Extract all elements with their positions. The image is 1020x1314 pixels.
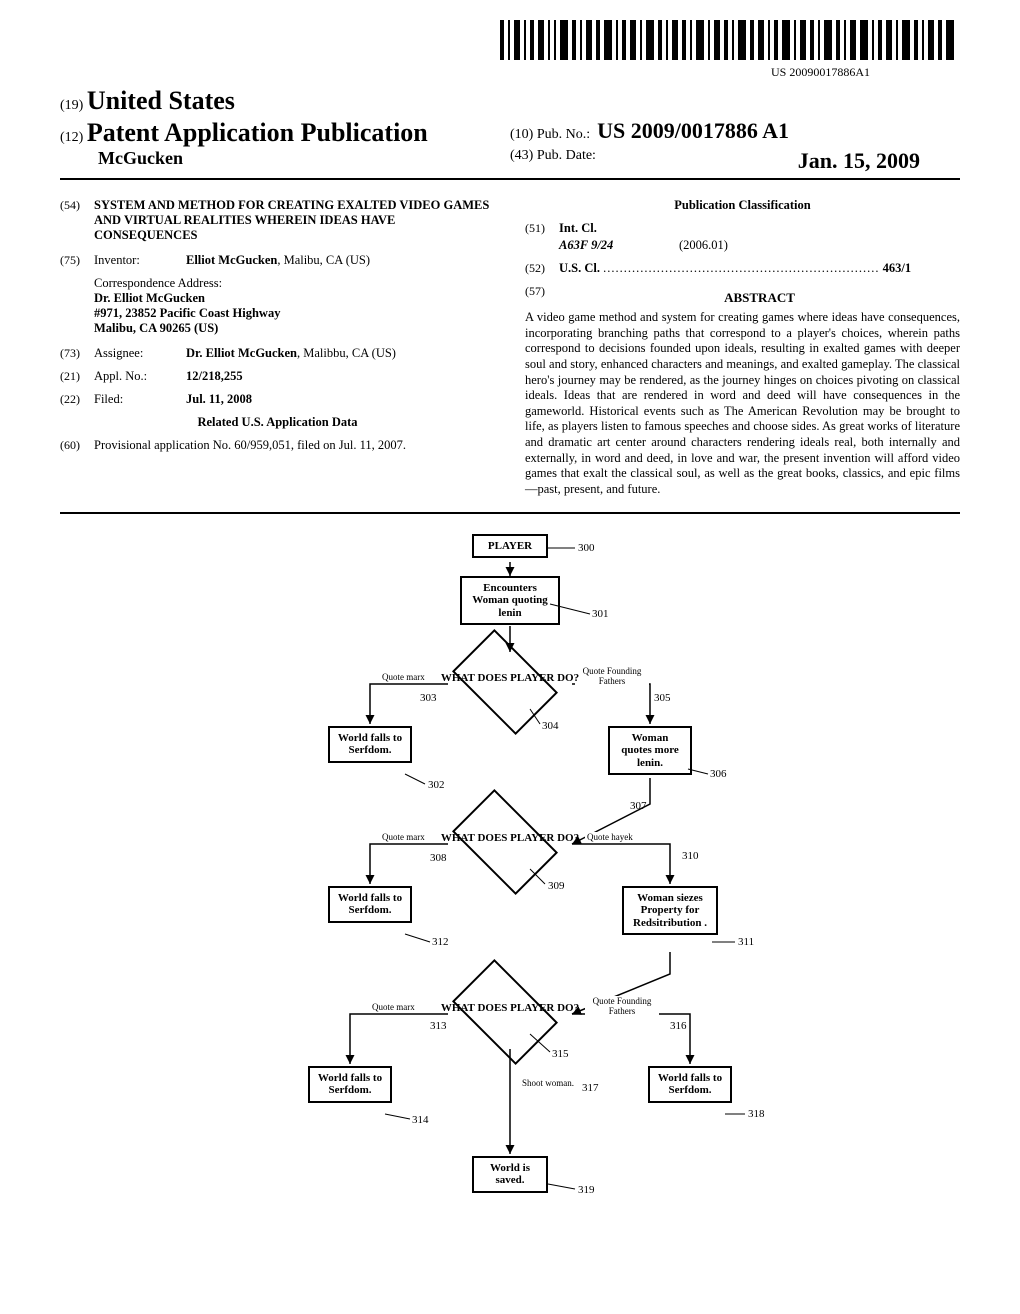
node-seizes-property: Woman siezes Property for Redsitribution… — [622, 886, 718, 936]
code-52: (52) — [525, 261, 559, 276]
inventor-label: Inventor: — [94, 253, 186, 268]
assignee-label: Assignee: — [94, 346, 186, 361]
ref-300: 300 — [578, 542, 595, 554]
edge-305: Quote Founding Fathers — [575, 666, 649, 686]
ref-308: 308 — [430, 852, 447, 864]
edge-310: Quote hayek — [585, 832, 635, 842]
ref-311: 311 — [738, 936, 754, 948]
ref-316: 316 — [670, 1020, 687, 1032]
doctype: Patent Application Publication — [87, 118, 428, 147]
ref-315: 315 — [552, 1048, 569, 1060]
code-73: (73) — [60, 346, 94, 361]
pubno-label: Pub. No.: — [537, 127, 590, 142]
decision-2 — [452, 788, 558, 894]
code-60: (60) — [60, 438, 94, 453]
pubdate-label: Pub. Date: — [537, 148, 596, 163]
ref-309: 309 — [548, 880, 565, 892]
uscl-value: 463/1 — [883, 261, 911, 275]
inventor-name: Elliot McGucken — [186, 253, 277, 267]
code-43: (43) — [510, 148, 533, 163]
correspondence-label: Correspondence Address: — [94, 276, 495, 291]
barcode-text: US 20090017886A1 — [60, 65, 870, 80]
header: (19) United States (12) Patent Applicati… — [60, 86, 960, 180]
node-encounters: Encounters Woman quoting lenin — [460, 576, 560, 626]
ref-319: 319 — [578, 1184, 595, 1196]
code-75: (75) — [60, 253, 94, 268]
intcl-date: (2006.01) — [679, 238, 728, 253]
code-57: (57) — [525, 284, 559, 310]
appl-number: 12/218,255 — [186, 369, 495, 384]
filed-date: Jul. 11, 2008 — [186, 392, 495, 407]
ref-303: 303 — [420, 692, 437, 704]
edge-316: Quote Founding Fathers — [585, 996, 659, 1016]
ref-312: 312 — [432, 936, 449, 948]
flowchart-diagram: PLAYER 300 Encounters Woman quoting leni… — [230, 534, 790, 1254]
applno-label: Appl. No.: — [94, 369, 186, 384]
pub-date: Jan. 15, 2009 — [798, 148, 920, 174]
invention-title: SYSTEM AND METHOD FOR CREATING EXALTED V… — [94, 198, 495, 243]
code-12: (12) — [60, 130, 83, 145]
biblio-left: (54) SYSTEM AND METHOD FOR CREATING EXAL… — [60, 198, 495, 498]
edge-317: Shoot woman. — [520, 1078, 576, 1088]
code-54: (54) — [60, 198, 94, 243]
bibliographic-section: (54) SYSTEM AND METHOD FOR CREATING EXAL… — [60, 198, 960, 514]
barcode-region: US 20090017886A1 — [60, 20, 960, 80]
applicant-name: McGucken — [60, 148, 510, 169]
corr-line-1: Dr. Elliot McGucken — [94, 291, 495, 306]
country: United States — [87, 86, 235, 115]
barcode-icon — [500, 20, 960, 60]
code-10: (10) — [510, 127, 533, 142]
node-world-saved: World is saved. — [472, 1156, 548, 1193]
ref-304: 304 — [542, 720, 559, 732]
node-more-lenin: Woman quotes more lenin. — [608, 726, 692, 776]
node-serfdom-2: World falls to Serfdom. — [328, 886, 412, 923]
intcl-label: Int. Cl. — [559, 221, 960, 236]
dots-leader: ........................................… — [603, 261, 879, 275]
filed-label: Filed: — [94, 392, 186, 407]
corr-line-2: #971, 23852 Pacific Coast Highway — [94, 306, 495, 321]
related-data-header: Related U.S. Application Data — [60, 415, 495, 430]
node-serfdom-4: World falls to Serfdom. — [648, 1066, 732, 1103]
node-serfdom-3: World falls to Serfdom. — [308, 1066, 392, 1103]
assignee-name: Dr. Elliot McGucken — [186, 346, 297, 360]
decision-3 — [452, 958, 558, 1064]
uscl-label: U.S. Cl. — [559, 261, 600, 275]
ref-318: 318 — [748, 1108, 765, 1120]
node-serfdom-1: World falls to Serfdom. — [328, 726, 412, 763]
corr-line-3: Malibu, CA 90265 (US) — [94, 321, 495, 336]
ref-301: 301 — [592, 608, 609, 620]
pub-number: US 2009/0017886 A1 — [597, 118, 789, 143]
code-19: (19) — [60, 98, 83, 113]
ref-302: 302 — [428, 779, 445, 791]
abstract-header: ABSTRACT — [559, 290, 960, 306]
ref-306: 306 — [710, 768, 727, 780]
ref-307: 307 — [630, 800, 647, 812]
ref-313: 313 — [430, 1020, 447, 1032]
edge-303: Quote marx — [380, 672, 427, 682]
edge-308: Quote marx — [380, 832, 427, 842]
ref-317: 317 — [582, 1082, 599, 1094]
edge-313: Quote marx — [370, 1002, 417, 1012]
biblio-right: Publication Classification (51) Int. Cl.… — [525, 198, 960, 498]
inventor-location: , Malibu, CA (US) — [277, 253, 370, 267]
node-player: PLAYER — [472, 534, 548, 559]
code-21: (21) — [60, 369, 94, 384]
abstract-text: A video game method and system for creat… — [525, 310, 960, 498]
patent-page: US 20090017886A1 (19) United States (12)… — [0, 0, 1020, 1294]
intcl-code: A63F 9/24 — [559, 238, 679, 253]
provisional-text: Provisional application No. 60/959,051, … — [94, 438, 495, 453]
assignee-location: , Malibbu, CA (US) — [297, 346, 396, 360]
ref-310: 310 — [682, 850, 699, 862]
code-51: (51) — [525, 221, 559, 236]
ref-314: 314 — [412, 1114, 429, 1126]
code-22: (22) — [60, 392, 94, 407]
pubclass-header: Publication Classification — [525, 198, 960, 213]
ref-305: 305 — [654, 692, 671, 704]
